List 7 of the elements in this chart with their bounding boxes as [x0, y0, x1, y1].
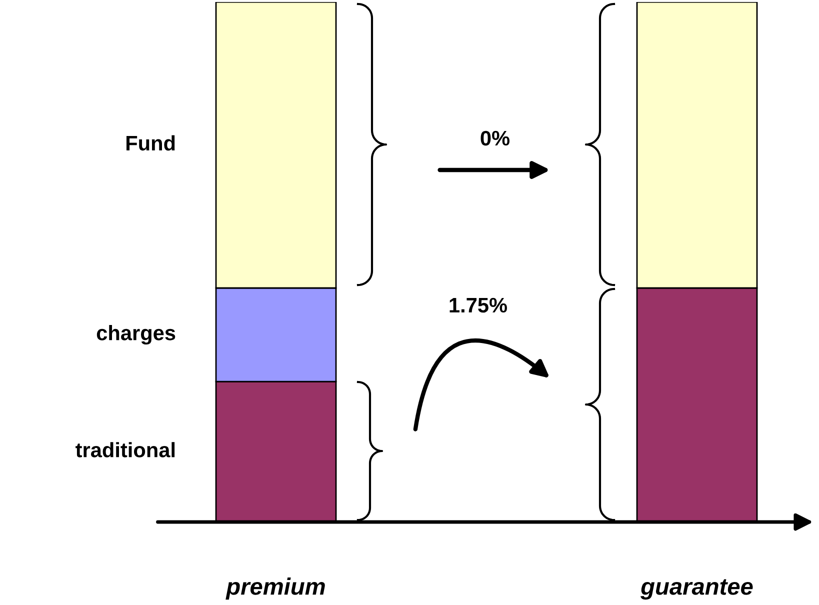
x-tick-label: guarantee — [640, 579, 753, 600]
annotation: 0% — [480, 130, 510, 146]
x-tick-label: premium — [226, 578, 325, 600]
annotation: 1.75% — [450, 298, 507, 313]
series-label: charges — [96, 325, 176, 345]
series-label: traditional — [76, 442, 175, 458]
series-label: Fund — [126, 135, 175, 151]
